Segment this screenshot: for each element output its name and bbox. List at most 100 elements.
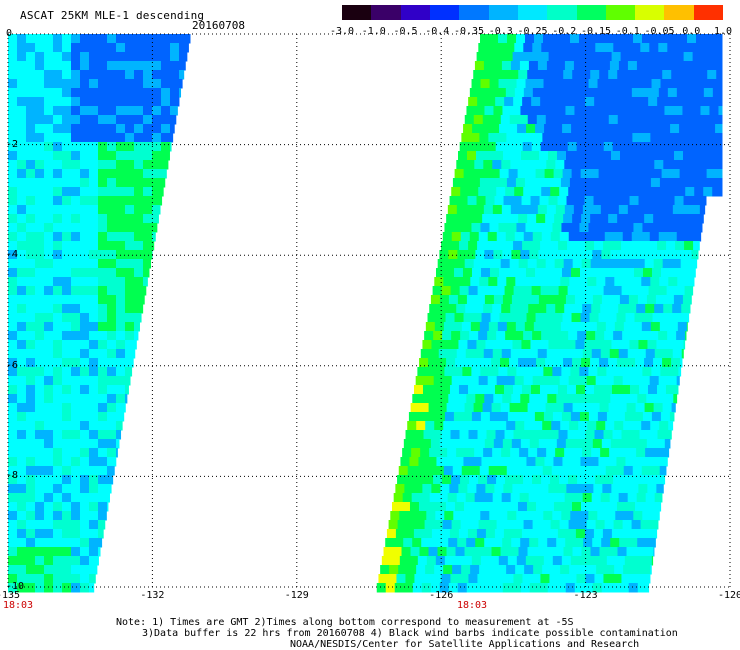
swath-cell bbox=[501, 61, 512, 71]
swath-cell bbox=[35, 403, 45, 413]
swath-cell bbox=[499, 502, 510, 512]
swath-cell bbox=[8, 376, 18, 386]
swath-cell bbox=[446, 259, 457, 269]
swath-cell bbox=[681, 205, 692, 215]
swath-cell bbox=[62, 574, 72, 584]
swath-cell bbox=[26, 43, 36, 53]
swath-cell bbox=[443, 421, 453, 431]
swath-cell bbox=[604, 43, 614, 53]
swath-cell bbox=[493, 151, 504, 161]
swath-cell bbox=[125, 322, 135, 332]
swath-cell bbox=[569, 178, 580, 188]
swath-cell bbox=[470, 322, 481, 332]
swath-cell bbox=[512, 196, 523, 206]
swath-cell bbox=[622, 88, 633, 98]
swath-cell bbox=[539, 340, 549, 350]
swath-cell bbox=[107, 259, 117, 269]
swath-cell bbox=[638, 484, 648, 494]
swath-cell bbox=[479, 178, 490, 188]
swath-cell bbox=[549, 574, 559, 584]
swath-cell bbox=[544, 124, 554, 134]
swath-cell bbox=[26, 529, 36, 539]
swath-cell bbox=[511, 394, 521, 404]
swath-cell bbox=[533, 421, 543, 431]
swath-cell bbox=[107, 97, 117, 107]
swath-cell bbox=[478, 331, 488, 341]
swath-cell bbox=[62, 70, 72, 80]
swath-cell bbox=[581, 547, 592, 557]
swath-cell bbox=[626, 214, 636, 224]
swath-cell bbox=[625, 457, 635, 467]
swath-cell bbox=[548, 484, 558, 494]
swath-cell bbox=[599, 403, 610, 413]
swath-cell bbox=[505, 43, 515, 53]
swath-cell bbox=[595, 520, 606, 530]
swath-cell bbox=[637, 151, 648, 161]
swath-cell bbox=[543, 34, 553, 44]
swath-cell bbox=[62, 151, 72, 161]
swath-cell bbox=[596, 277, 606, 287]
swath-cell bbox=[477, 241, 487, 251]
swath-cell bbox=[646, 394, 656, 404]
swath-cell bbox=[598, 124, 608, 134]
swath-cell bbox=[483, 448, 493, 458]
swath-cell bbox=[596, 565, 606, 575]
swath-cell bbox=[537, 205, 548, 215]
swath-cell bbox=[460, 520, 471, 530]
swath-cell bbox=[691, 151, 702, 161]
swath-cell bbox=[651, 412, 662, 422]
swath-cell bbox=[422, 529, 433, 539]
swath-cell bbox=[474, 160, 484, 170]
swath-cell bbox=[550, 88, 561, 98]
swath-cell bbox=[26, 358, 36, 368]
swath-cell bbox=[706, 169, 717, 179]
swath-cell bbox=[53, 340, 63, 350]
swath-cell bbox=[427, 457, 437, 467]
swath-cell bbox=[8, 169, 18, 179]
swath-cell bbox=[475, 106, 485, 116]
swath-cell bbox=[536, 403, 547, 413]
swath-cell bbox=[617, 214, 627, 224]
swath-cell bbox=[713, 133, 723, 143]
swath-cell bbox=[563, 547, 574, 557]
swath-cell bbox=[89, 133, 99, 143]
swath-cell bbox=[80, 277, 90, 287]
swath-cell bbox=[530, 340, 540, 350]
swath-cell bbox=[627, 304, 637, 314]
swath-cell bbox=[546, 448, 556, 458]
swath-cell bbox=[531, 142, 542, 152]
swath-cell bbox=[80, 295, 90, 305]
swath-cell bbox=[481, 169, 492, 179]
swath-cell bbox=[526, 124, 536, 134]
swath-cell bbox=[8, 529, 18, 539]
swath-cell bbox=[520, 295, 531, 305]
swath-cell bbox=[417, 511, 427, 521]
swath-cell bbox=[484, 106, 494, 116]
swath-cell bbox=[501, 448, 511, 458]
swath-cell bbox=[608, 115, 619, 125]
swath-cell bbox=[447, 448, 457, 458]
swath-cell bbox=[646, 538, 656, 548]
swath-cell bbox=[35, 448, 45, 458]
swath-cell bbox=[44, 241, 54, 251]
swath-cell bbox=[442, 376, 453, 386]
swath-cell bbox=[471, 412, 482, 422]
swath-cell bbox=[620, 529, 631, 539]
swath-cell bbox=[98, 529, 104, 539]
swath-cell bbox=[575, 196, 586, 206]
swath-cell bbox=[586, 331, 596, 341]
swath-cell bbox=[466, 394, 476, 404]
colorbar-label: -0.35 bbox=[453, 26, 485, 37]
swath-cell bbox=[89, 394, 99, 404]
swath-cell bbox=[471, 511, 481, 521]
swath-cell bbox=[89, 214, 99, 224]
swath-cell bbox=[17, 241, 27, 251]
swath-cell bbox=[395, 484, 405, 494]
swath-cell bbox=[107, 241, 117, 251]
swath-cell bbox=[569, 421, 579, 431]
swath-cell bbox=[613, 232, 624, 242]
swath-cell bbox=[26, 187, 36, 197]
swath-cell bbox=[53, 430, 63, 440]
swath-cell bbox=[549, 241, 559, 251]
swath-cell bbox=[8, 295, 18, 305]
